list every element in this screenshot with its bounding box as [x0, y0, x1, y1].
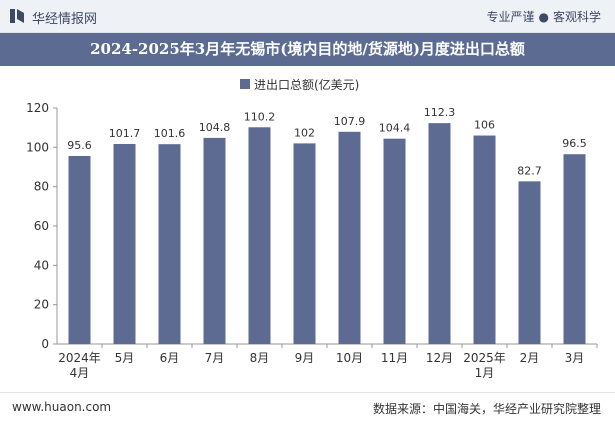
x-tick-label-line: 11月 — [381, 351, 408, 365]
data-label: 101.7 — [109, 127, 141, 140]
data-label: 95.6 — [67, 139, 92, 152]
x-tick-label-line: 10月 — [336, 351, 363, 365]
bar — [428, 123, 451, 344]
x-tick-label: 7月 — [205, 351, 225, 365]
tagline-left: 专业严谨 — [486, 10, 535, 24]
x-tick-label: 12月 — [426, 351, 453, 365]
x-tick-label-line: 2月 — [520, 351, 540, 365]
bar — [113, 143, 136, 344]
y-tick-label: 60 — [34, 219, 49, 233]
bar — [248, 127, 271, 344]
legend-swatch — [240, 79, 250, 89]
x-tick-label-line: 4月 — [70, 366, 90, 380]
bar — [158, 144, 181, 344]
x-tick-label: 2024年 4月 — [58, 351, 101, 380]
tagline: 专业严谨 ● 客观科学 — [486, 8, 601, 25]
x-tick-label: 11月 — [381, 351, 408, 365]
bar — [293, 143, 316, 344]
data-label: 104.8 — [199, 121, 231, 134]
footer-divider — [0, 392, 615, 393]
x-tick-label: 10月 — [336, 351, 363, 365]
chart-title: 2024-2025年3月年无锡市(境内目的地/货源地)月度进出口总额 — [90, 40, 525, 58]
x-tick-label: 3月 — [565, 351, 585, 365]
y-tick-label: 0 — [41, 337, 49, 351]
x-tick-label: 9月 — [295, 351, 315, 365]
data-label: 112.3 — [424, 106, 456, 119]
data-source: 数据来源：中国海关，华经产业研究院整理 — [372, 402, 601, 416]
y-tick-label: 20 — [34, 298, 49, 312]
data-label: 82.7 — [517, 164, 542, 177]
x-tick-label: 8月 — [250, 351, 270, 365]
x-tick-label-line: 6月 — [160, 351, 180, 365]
x-tick-label-line: 8月 — [250, 351, 270, 365]
bar — [563, 154, 586, 344]
x-tick-label-line: 2025年 — [463, 351, 506, 365]
legend-label: 进出口总额(亿美元) — [254, 78, 360, 92]
x-tick-label-line: 7月 — [205, 351, 225, 365]
bar — [473, 135, 496, 344]
bar — [68, 155, 91, 344]
top-bar: 华经情报网 专业严谨 ● 客观科学 — [0, 0, 615, 33]
bar — [203, 137, 226, 344]
y-tick-label: 120 — [26, 101, 49, 115]
bar — [383, 138, 406, 344]
x-tick-label-line: 12月 — [426, 351, 453, 365]
data-label: 102 — [294, 126, 315, 139]
data-label: 104.4 — [379, 122, 411, 135]
y-tick-label: 80 — [34, 180, 49, 194]
data-label: 101.6 — [154, 127, 186, 140]
bar — [518, 181, 541, 344]
x-tick-label-line: 5月 — [115, 351, 135, 365]
website-url: www.huaon.com — [12, 400, 112, 414]
x-tick-label-line: 1月 — [475, 366, 495, 380]
x-tick-label-line: 2024年 — [58, 351, 101, 365]
y-tick-label: 40 — [34, 258, 49, 272]
data-label: 107.9 — [334, 115, 366, 128]
data-label: 96.5 — [562, 137, 587, 150]
y-tick-label: 100 — [26, 140, 49, 154]
title-bar: 2024-2025年3月年无锡市(境内目的地/货源地)月度进出口总额 — [0, 33, 615, 66]
logo-icon — [10, 9, 24, 23]
brand-name: 华经情报网 — [32, 12, 98, 27]
x-tick-label: 2025年 1月 — [463, 351, 506, 380]
x-tick-label: 6月 — [160, 351, 180, 365]
bar — [338, 131, 361, 344]
data-label: 106 — [474, 119, 495, 132]
tagline-separator: ● — [538, 10, 549, 24]
x-tick-label-line: 3月 — [565, 351, 585, 365]
tagline-right: 客观科学 — [552, 10, 601, 24]
x-tick-label-line: 9月 — [295, 351, 315, 365]
x-tick-label: 2月 — [520, 351, 540, 365]
data-label: 110.2 — [244, 110, 276, 123]
x-tick-label: 5月 — [115, 351, 135, 365]
